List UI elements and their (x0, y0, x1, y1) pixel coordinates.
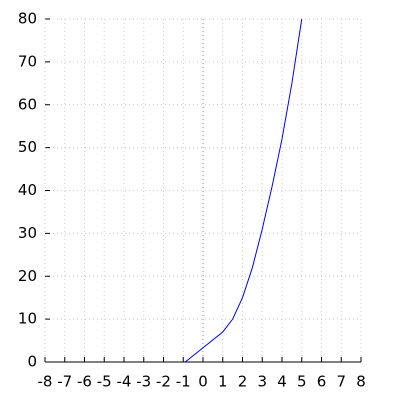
y-tick-label: 40 (18, 181, 37, 199)
x-tick-label: -7 (57, 373, 72, 391)
x-tick-label: 6 (317, 373, 327, 391)
y-tick-label: 70 (18, 52, 37, 70)
y-tick-label: 10 (18, 310, 37, 328)
x-tick-label: 3 (257, 373, 267, 391)
x-tick-label: -5 (97, 373, 112, 391)
x-tick-label: -3 (136, 373, 151, 391)
x-tick-label: 8 (356, 373, 366, 391)
x-tick-label: 0 (198, 373, 208, 391)
x-tick-label: 4 (277, 373, 287, 391)
x-tick-label: -1 (176, 373, 191, 391)
y-tick-label: 20 (18, 267, 37, 285)
x-tick-label: -8 (38, 373, 53, 391)
x-tick-label: -6 (77, 373, 92, 391)
x-tick-label: 5 (297, 373, 307, 391)
line (184, 18, 303, 363)
y-tick-label: 80 (18, 10, 37, 28)
x-tick-label: -2 (156, 373, 171, 391)
y-tick-label: 60 (18, 95, 37, 113)
x-tick-label: -4 (117, 373, 132, 391)
y-tick-label: 30 (18, 224, 37, 242)
x-tick-label: 2 (238, 373, 248, 391)
x-tick-label: 7 (336, 373, 346, 391)
y-tick-label: 0 (27, 353, 37, 371)
x-tick-label: 1 (218, 373, 228, 391)
y-tick-label: 50 (18, 138, 37, 156)
